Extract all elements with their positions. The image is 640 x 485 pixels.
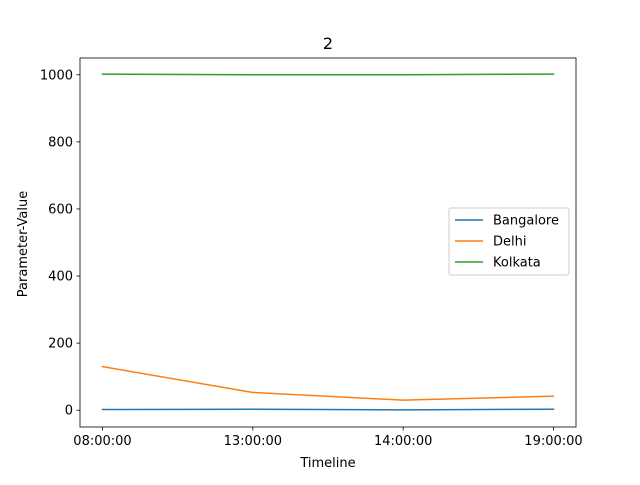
series-line-delhi: [101, 365, 555, 401]
y-tick-label: 1000: [40, 68, 73, 83]
y-tick-label: 0: [65, 404, 73, 419]
legend-label-kolkata: Kolkata: [493, 256, 541, 271]
x-tick-label: 19:00:00: [524, 434, 582, 449]
y-tick-label: 200: [48, 337, 73, 352]
y-axis-label: Parameter-Value: [16, 191, 31, 297]
plot-area: 08:00:00 13:00:00 14:00:00 19:00:00 0 200 400 6…: [40, 57, 583, 449]
chart-title: 2: [323, 34, 333, 53]
series-line-kolkata: [101, 73, 555, 76]
y-tick-label: 800: [48, 135, 73, 150]
legend-label-bangalore: Bangalore: [493, 214, 559, 229]
x-tick-label: 08:00:00: [73, 434, 131, 449]
y-tick-label: 400: [48, 270, 73, 285]
x-tick-label: 13:00:00: [224, 434, 282, 449]
y-tick-label: 600: [48, 202, 73, 217]
legend-box: [448, 207, 570, 276]
legend-label-delhi: Delhi: [493, 235, 526, 250]
x-axis-label: Timeline: [299, 456, 355, 471]
axes-frame: [79, 57, 577, 428]
series-line-bangalore: [101, 408, 555, 411]
x-tick-label: 14:00:00: [374, 434, 432, 449]
